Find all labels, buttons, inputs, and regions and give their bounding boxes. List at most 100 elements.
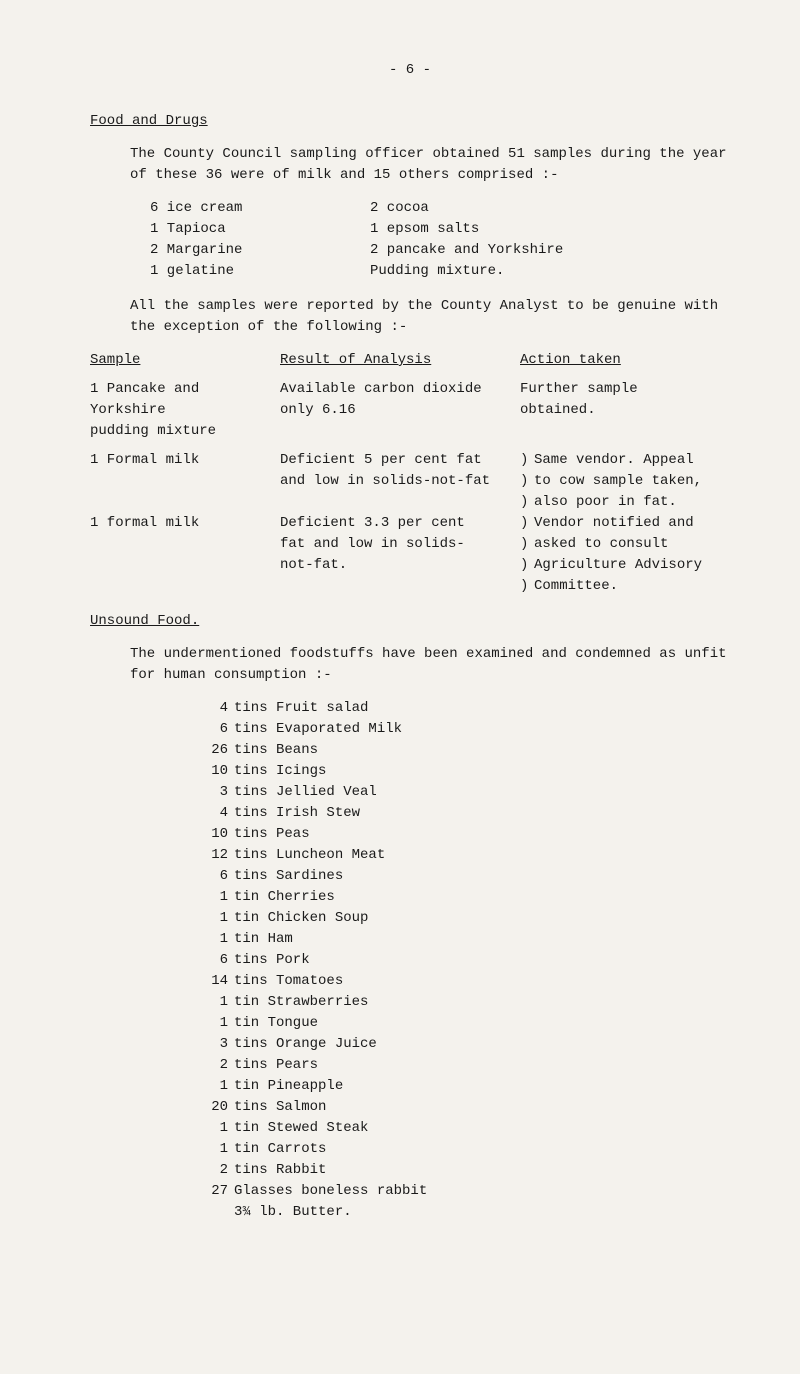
condemned-food-list: 4tins Fruit salad6tins Evaporated Milk26… <box>200 698 730 1223</box>
list-item: 2 pancake and Yorkshire <box>370 240 730 261</box>
list-item: Pudding mixture. <box>370 261 730 282</box>
item-text: tin Tongue <box>234 1013 730 1034</box>
cell-text: fat and low in solids- <box>280 534 520 555</box>
item-text: tins Sardines <box>234 866 730 887</box>
cell-text: to cow sample taken, <box>534 471 730 492</box>
item-text: tin Ham <box>234 929 730 950</box>
quantity: 6 <box>200 950 228 971</box>
quantity: 1 <box>200 992 228 1013</box>
list-item: 6 tins Sardines <box>200 866 730 887</box>
quantity: 20 <box>200 1097 228 1118</box>
table-bracket-block: 1 Formal milk 1 formal milk Deficient 5 … <box>90 450 730 597</box>
cell-text: Further sample <box>520 379 720 400</box>
quantity: 2 <box>200 1055 228 1076</box>
section-heading-food-drugs: Food and Drugs <box>90 111 730 132</box>
list-item: 6tins Pork <box>200 950 730 971</box>
list-item: 1 gelatine <box>150 261 370 282</box>
paragraph-undermentioned: The undermentioned foodstuffs have been … <box>130 644 730 686</box>
item-text: Glasses boneless rabbit <box>234 1181 730 1202</box>
quantity: 2 <box>200 1160 228 1181</box>
bracket-icon: ))))))) <box>520 450 534 597</box>
item-text: tins Tomatoes <box>234 971 730 992</box>
item-text: tins Peas <box>234 824 730 845</box>
list-item: 26 tins Beans <box>200 740 730 761</box>
list-item: 1 tin Ham <box>200 929 730 950</box>
section-heading-unsound-food: Unsound Food. <box>90 611 730 632</box>
col-header-action: Action taken <box>520 352 621 368</box>
quantity: 3 <box>200 782 228 803</box>
item-text: 3¾ lb. Butter. <box>234 1202 730 1223</box>
item-text: tin Stewed Steak <box>234 1118 730 1139</box>
list-item: 14tins Tomatoes <box>200 971 730 992</box>
cell-text: Committee. <box>534 576 730 597</box>
quantity: 4 <box>200 698 228 719</box>
list-item: 6 tins Evaporated Milk <box>200 719 730 740</box>
quantity: 1 <box>200 908 228 929</box>
quantity: 6 <box>200 719 228 740</box>
list-item: 2 tins Rabbit <box>200 1160 730 1181</box>
list-item: 12tins Luncheon Meat <box>200 845 730 866</box>
item-text: tins Orange Juice <box>234 1034 730 1055</box>
quantity: 10 <box>200 824 228 845</box>
item-text: tin Pineapple <box>234 1076 730 1097</box>
item-text: tins Rabbit <box>234 1160 730 1181</box>
list-item: 1 tin Carrots <box>200 1139 730 1160</box>
list-item: 3tins Jellied Veal <box>200 782 730 803</box>
quantity: 27 <box>200 1181 228 1202</box>
list-item: 1 epsom salts <box>370 219 730 240</box>
cell-text: Deficient 3.3 per cent <box>280 513 520 534</box>
list-item: 10 tins Icings <box>200 761 730 782</box>
list-item: 1 tin Cherries <box>200 887 730 908</box>
item-text: tins Icings <box>234 761 730 782</box>
item-text: tins Luncheon Meat <box>234 845 730 866</box>
document-page: - 6 - Food and Drugs The County Council … <box>0 0 800 1263</box>
list-item: 1tin Pineapple <box>200 1076 730 1097</box>
cell-text: 1 Formal milk <box>90 450 280 471</box>
item-text: tins Irish Stew <box>234 803 730 824</box>
paragraph-all-samples: All the samples were reported by the Cou… <box>130 296 730 338</box>
list-item: 2 Margarine <box>150 240 370 261</box>
intro-paragraph: The County Council sampling officer obta… <box>130 144 730 186</box>
cell-text: obtained. <box>520 400 720 421</box>
item-text: tin Strawberries <box>234 992 730 1013</box>
item-text: tin Cherries <box>234 887 730 908</box>
item-text: tins Pears <box>234 1055 730 1076</box>
quantity: 26 <box>200 740 228 761</box>
list-item: 3 tins Orange Juice <box>200 1034 730 1055</box>
cell-text: also poor in fat. <box>534 492 730 513</box>
item-text: tins Salmon <box>234 1097 730 1118</box>
item-text: tins Evaporated Milk <box>234 719 730 740</box>
item-text: tin Carrots <box>234 1139 730 1160</box>
list-item: 4 tins Irish Stew <box>200 803 730 824</box>
cell-text: and low in solids-not-fat <box>280 471 520 492</box>
cell-text: asked to consult <box>534 534 730 555</box>
list-item: 6 ice cream <box>150 198 370 219</box>
item-text: tins Beans <box>234 740 730 761</box>
list-item: 2 cocoa <box>370 198 730 219</box>
list-item: 1tin Tongue <box>200 1013 730 1034</box>
cell-text: Available carbon dioxide <box>280 379 520 400</box>
quantity <box>200 1202 228 1223</box>
quantity: 1 <box>200 887 228 908</box>
table-row: 1 Pancake and Yorkshire pudding mixture … <box>90 379 730 442</box>
quantity: 10 <box>200 761 228 782</box>
col-header-result: Result of Analysis <box>280 352 431 368</box>
list-item: 4 tins Fruit salad <box>200 698 730 719</box>
cell-text: Agriculture Advisory <box>534 555 730 576</box>
quantity: 1 <box>200 1139 228 1160</box>
quantity: 4 <box>200 803 228 824</box>
cell-text: pudding mixture <box>90 421 280 442</box>
samples-list: 6 ice cream 1 Tapioca 2 Margarine 1 gela… <box>150 198 730 282</box>
list-item: 2 tins Pears <box>200 1055 730 1076</box>
list-item: 20 tins Salmon <box>200 1097 730 1118</box>
quantity: 6 <box>200 866 228 887</box>
quantity: 3 <box>200 1034 228 1055</box>
cell-text: 1 formal milk <box>90 513 280 534</box>
quantity: 1 <box>200 1118 228 1139</box>
list-item: 10 tins Peas <box>200 824 730 845</box>
quantity: 1 <box>200 929 228 950</box>
cell-text: Deficient 5 per cent fat <box>280 450 520 471</box>
cell-text: 1 Pancake and Yorkshire <box>90 379 280 421</box>
item-text: tins Fruit salad <box>234 698 730 719</box>
list-item: 1tin Chicken Soup <box>200 908 730 929</box>
